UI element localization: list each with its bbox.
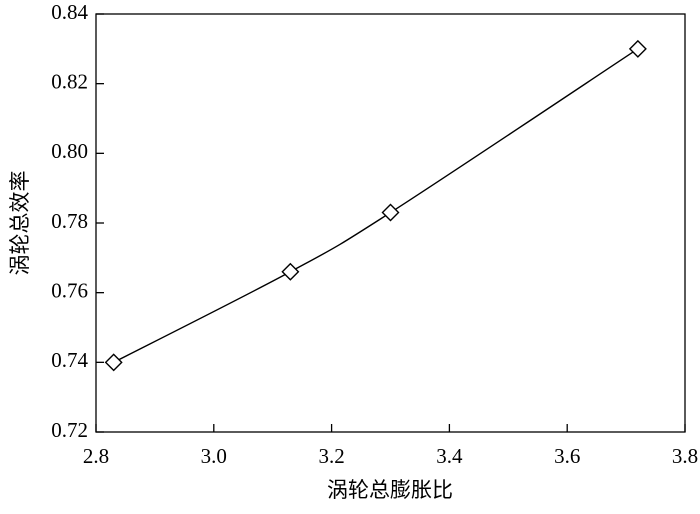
x-tick-label: 2.8	[83, 444, 109, 468]
y-tick-label: 0.80	[51, 139, 88, 163]
data-marker	[381, 203, 400, 222]
x-tick-label: 3.8	[672, 444, 698, 468]
y-tick-label: 0.84	[51, 0, 88, 24]
y-tick-label: 0.82	[51, 69, 88, 93]
data-marker	[104, 353, 123, 372]
data-marker	[281, 262, 300, 281]
x-tick-label: 3.0	[201, 444, 227, 468]
series-line	[113, 48, 639, 363]
y-tick-label: 0.74	[51, 348, 88, 372]
y-axis-label: 涡轮总效率	[8, 171, 32, 276]
x-axis-label: 涡轮总膨胀比	[327, 478, 453, 502]
x-tick-label: 3.4	[436, 444, 463, 468]
y-tick-label: 0.76	[51, 278, 88, 302]
x-tick-label: 3.6	[554, 444, 580, 468]
data-marker	[628, 39, 647, 58]
y-tick-label: 0.72	[51, 418, 88, 442]
x-tick-label: 3.2	[318, 444, 344, 468]
y-tick-label: 0.78	[51, 209, 88, 233]
